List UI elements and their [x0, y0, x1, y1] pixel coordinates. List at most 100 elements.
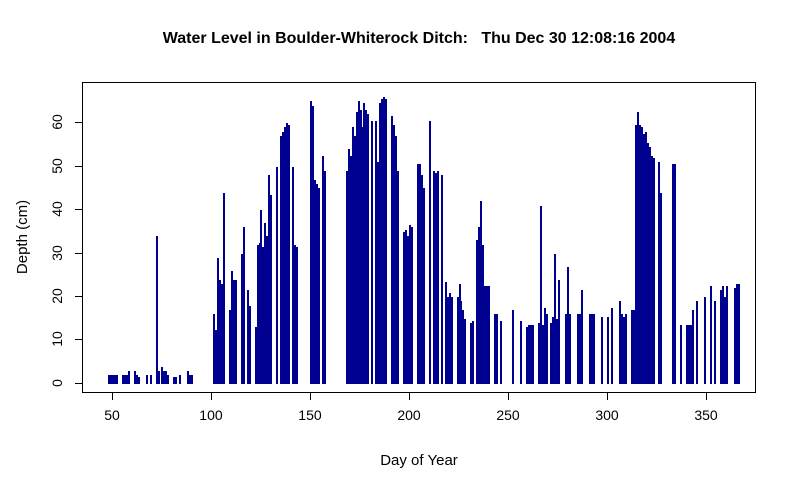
- bar: [696, 301, 699, 384]
- y-tick-label: 0: [49, 379, 65, 387]
- bar: [531, 325, 534, 384]
- bar: [488, 286, 491, 384]
- bar: [123, 375, 126, 384]
- bar: [565, 314, 568, 384]
- y-axis-tick: [75, 165, 82, 167]
- x-tick-label: 150: [298, 407, 322, 423]
- bar: [640, 127, 643, 384]
- bar: [519, 320, 522, 384]
- bar: [589, 314, 592, 384]
- bar: [276, 166, 279, 384]
- bar: [268, 175, 271, 384]
- bar: [428, 120, 431, 384]
- bar: [240, 253, 243, 384]
- bar: [189, 375, 192, 384]
- bar: [145, 375, 148, 384]
- bar: [735, 283, 738, 384]
- bar: [288, 125, 291, 384]
- bar: [725, 286, 728, 384]
- bar: [363, 103, 366, 384]
- bar: [622, 316, 625, 384]
- bar: [385, 99, 388, 384]
- bar: [260, 210, 263, 384]
- bar: [529, 325, 532, 384]
- bar: [539, 205, 542, 384]
- bar: [486, 286, 489, 384]
- bar: [692, 310, 695, 384]
- bar: [214, 329, 217, 384]
- bar: [218, 279, 221, 384]
- y-tick-label: 20: [49, 288, 65, 304]
- x-tick-label: 200: [397, 407, 421, 423]
- y-tick-label: 60: [49, 114, 65, 130]
- bar: [351, 127, 354, 384]
- bar: [294, 244, 297, 384]
- bar: [173, 377, 176, 384]
- bar: [216, 257, 219, 384]
- x-axis-tick: [508, 393, 509, 400]
- bar: [630, 310, 633, 384]
- bar: [315, 183, 318, 384]
- bar: [149, 375, 152, 384]
- bar: [395, 136, 398, 384]
- bar: [383, 96, 386, 384]
- bar: [646, 142, 649, 384]
- bar: [133, 370, 136, 384]
- bar: [155, 236, 158, 384]
- bar: [579, 314, 582, 384]
- bar: [686, 325, 689, 384]
- bar: [232, 279, 235, 384]
- bar: [704, 297, 707, 384]
- bar: [359, 109, 362, 384]
- bar: [375, 120, 378, 384]
- bar: [642, 133, 645, 384]
- plot-area: [82, 82, 756, 393]
- bar: [416, 164, 419, 384]
- y-axis-tick: [75, 209, 82, 210]
- bar: [371, 120, 374, 384]
- bar: [721, 286, 724, 384]
- bar: [448, 292, 451, 384]
- bar: [638, 125, 641, 384]
- y-axis-tick: [75, 382, 82, 384]
- bar: [648, 146, 651, 384]
- bar: [391, 116, 394, 384]
- bar: [311, 105, 314, 384]
- bar: [258, 242, 261, 384]
- bar: [266, 236, 269, 384]
- bar: [620, 314, 623, 384]
- bar: [175, 377, 178, 384]
- bar: [652, 157, 655, 384]
- bar: [632, 310, 635, 384]
- bar: [365, 109, 368, 384]
- bar: [286, 123, 289, 384]
- x-tick-label: 250: [496, 407, 520, 423]
- bar: [410, 227, 413, 384]
- bar: [220, 283, 223, 384]
- bar: [690, 325, 693, 384]
- x-axis-tick: [607, 393, 608, 400]
- bar: [167, 375, 170, 384]
- bar: [282, 131, 285, 384]
- bar: [256, 244, 259, 384]
- bar: [658, 162, 661, 384]
- bar: [405, 229, 408, 384]
- bar: [355, 112, 358, 384]
- bar: [264, 223, 267, 384]
- bar: [393, 125, 396, 384]
- bar: [553, 253, 556, 384]
- y-tick-label: 50: [49, 157, 65, 174]
- bar: [456, 297, 459, 384]
- y-axis-title: Depth (cm): [14, 199, 31, 275]
- bar: [549, 323, 552, 384]
- bar: [440, 175, 443, 384]
- bar: [212, 314, 215, 384]
- bar: [500, 320, 503, 384]
- bar: [407, 236, 410, 384]
- bar: [242, 227, 245, 384]
- bar: [672, 164, 675, 384]
- bar: [135, 375, 138, 384]
- bar: [618, 301, 621, 384]
- bar: [230, 270, 233, 384]
